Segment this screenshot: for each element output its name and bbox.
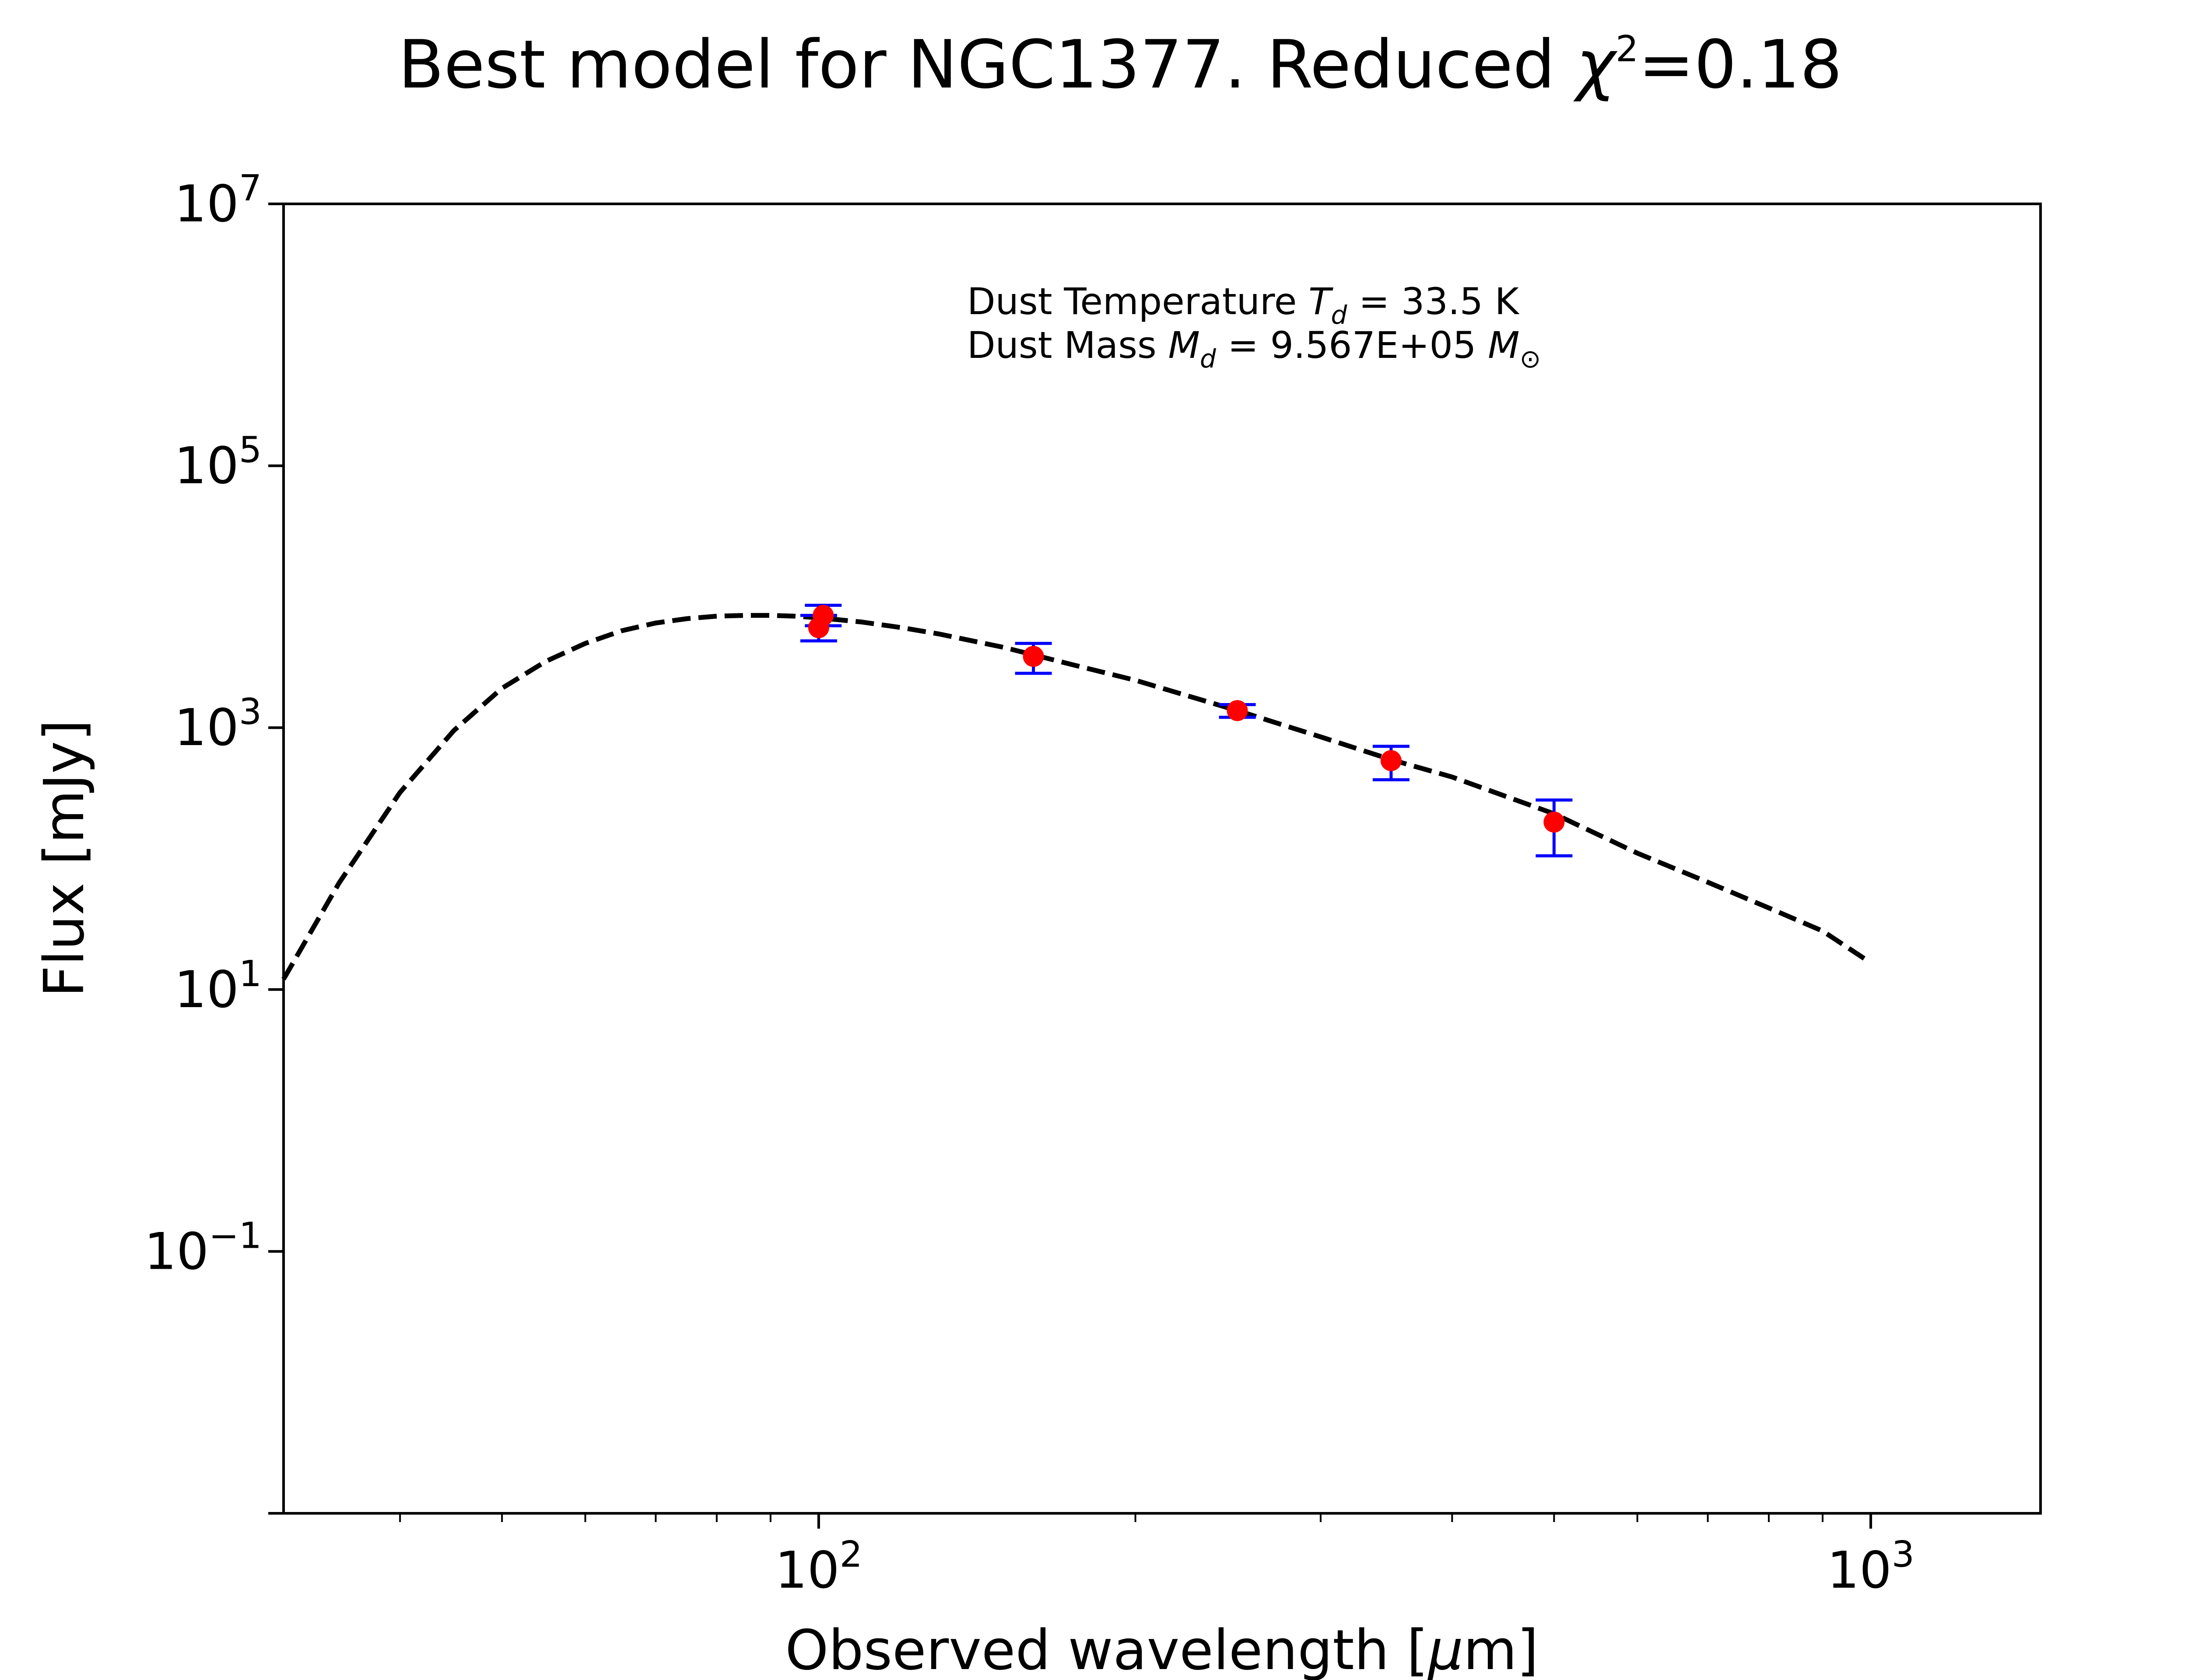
y-axis: 107 105 103 101 10−1 — [144, 168, 284, 1515]
data-point — [1543, 812, 1565, 833]
y-tick-label: 10−1 — [144, 1215, 262, 1281]
x-tick-label: 102 — [775, 1534, 863, 1600]
chart-title: Best model for NGC1377. Reduced χ2=0.18 — [398, 26, 1842, 103]
dust-mass-annotation: Dust Mass Md = 9.567E+05 M⊙ — [967, 324, 1541, 374]
x-tick-label: 103 — [1827, 1534, 1914, 1600]
data-point — [1023, 646, 1044, 667]
data-point — [1380, 750, 1402, 771]
annotation-box: Dust Temperature Td = 33.5 K Dust Mass M… — [967, 280, 1541, 374]
y-tick-label: 103 — [174, 691, 262, 757]
data-point-layer — [808, 605, 1565, 833]
y-tick-label: 105 — [174, 430, 262, 496]
y-axis-label: Flux [mJy] — [32, 720, 96, 998]
data-point — [813, 605, 834, 626]
x-axis: 102 103 — [399, 1513, 1914, 1600]
dust-temperature-annotation: Dust Temperature Td = 33.5 K — [967, 280, 1520, 330]
y-tick-label: 101 — [174, 953, 262, 1019]
plot-frame — [282, 203, 2042, 1515]
data-point — [1227, 700, 1248, 721]
x-axis-label: Observed wavelength [μm] — [785, 1618, 1539, 1680]
y-tick-label: 107 — [174, 168, 262, 234]
